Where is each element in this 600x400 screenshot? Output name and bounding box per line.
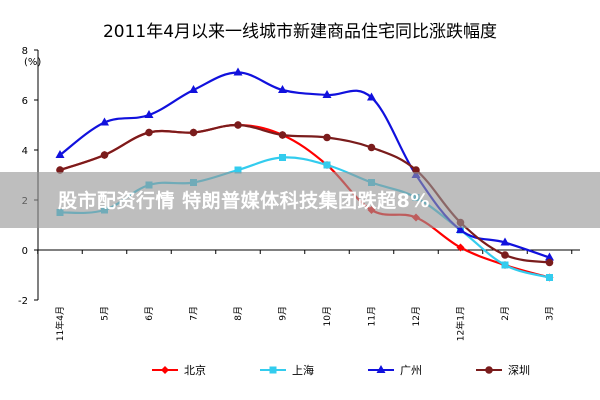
data-point [546, 274, 553, 281]
x-tick-label: 3月 [545, 306, 556, 321]
y-tick-label: 4 [22, 146, 28, 157]
series-line [59, 71, 550, 259]
data-point [55, 150, 65, 158]
x-tick-label: 12年1月 [455, 306, 467, 341]
legend-item: 上海 [260, 363, 314, 377]
data-point [233, 67, 243, 76]
legend-label: 广州 [400, 364, 422, 377]
legend-item: 北京 [152, 363, 206, 377]
legend-label: 北京 [184, 363, 206, 377]
x-tick-label: 7月 [189, 306, 200, 321]
y-unit-label: (%) [24, 57, 41, 68]
y-tick-label: 8 [22, 46, 28, 57]
data-point [278, 131, 287, 139]
chart-title: 2011年4月以来一线城市新建商品住宅同比涨跌幅度 [103, 22, 497, 42]
data-point [501, 251, 509, 259]
data-point [100, 117, 109, 126]
legend-item: 广州 [368, 364, 422, 377]
data-point [323, 161, 331, 169]
x-tick-label: 6月 [144, 306, 155, 321]
data-point [100, 151, 109, 159]
data-point [456, 243, 465, 252]
legend-marker [376, 365, 386, 373]
data-point [322, 90, 332, 98]
x-tick-label: 5月 [100, 306, 111, 321]
data-point [545, 258, 554, 267]
data-point [279, 154, 286, 161]
legend-label: 上海 [292, 363, 314, 377]
data-point [56, 166, 64, 174]
x-tick-label: 11月 [367, 306, 378, 326]
data-point [412, 166, 420, 174]
legend-label: 深圳 [508, 364, 530, 377]
data-point [234, 121, 242, 129]
x-tick-label: 12月 [411, 306, 422, 326]
y-tick-label: 6 [22, 96, 28, 107]
data-point [456, 225, 465, 233]
x-tick-label: 8月 [233, 306, 244, 321]
x-tick-label: 10月 [322, 306, 333, 326]
data-point [189, 85, 198, 93]
headline-text[interactable]: 股市配资行情 特朗普媒体科技集团跌超8% [58, 190, 430, 212]
series-2 [55, 67, 554, 261]
x-tick-label: 9月 [278, 306, 289, 321]
legend-item: 深圳 [476, 364, 530, 377]
data-point [145, 128, 153, 137]
data-point [189, 128, 198, 137]
data-point [367, 92, 376, 101]
legend-marker [485, 366, 493, 374]
axes: -20246811年4月5月6月7月8月9月10月11月12月12年1月2月3月 [18, 46, 580, 341]
legend-marker [269, 366, 277, 374]
legend: 北京 上海 广州 深圳 [152, 363, 530, 377]
data-point [278, 85, 287, 93]
data-point [501, 261, 509, 269]
y-tick-label: 0 [22, 246, 28, 257]
headline-banner [0, 172, 600, 228]
series-layer [55, 67, 554, 282]
x-tick-label: 2月 [500, 306, 511, 321]
legend-marker [161, 366, 169, 374]
data-point [144, 110, 154, 118]
data-point [500, 237, 510, 246]
x-tick-label: 11年4月 [54, 306, 66, 341]
data-point [234, 166, 242, 174]
data-point [545, 252, 554, 261]
data-point [323, 133, 331, 142]
data-point [367, 143, 376, 152]
y-tick-label: -2 [18, 296, 28, 307]
